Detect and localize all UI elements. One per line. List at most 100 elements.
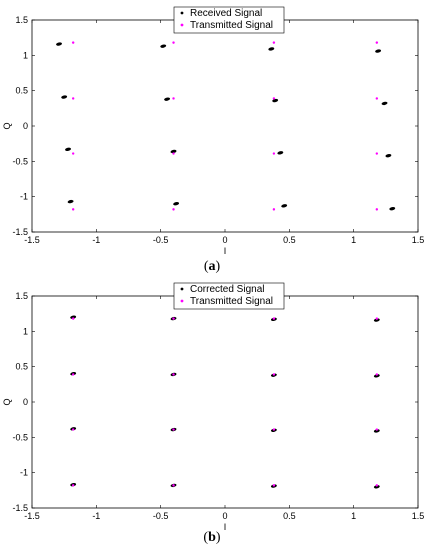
y-axis-label: Q [2,122,12,129]
data-point [381,101,388,106]
data-point [67,199,74,204]
data-point [277,151,284,155]
data-point [71,484,75,487]
data-point [172,317,175,320]
x-tick-label: 1 [351,235,356,245]
data-point [173,202,180,206]
y-tick-label: -1.5 [12,227,28,237]
plot-area [31,295,419,509]
panel-label: (a) [204,259,221,274]
data-point [375,97,379,100]
y-tick-label: 1 [23,326,28,336]
legend-marker [180,11,184,15]
plot-area [31,19,419,233]
y-axis-label: Q [2,398,12,405]
y-tick-label: -1 [20,192,28,202]
data-point [272,41,276,44]
data-point [170,149,177,154]
data-point [172,373,175,376]
legend-marker [180,299,184,303]
chart-panel-2: -1.5 -1 -0.5 0 0.5 1 1.5 -1.5 -1 -0.5 0 0.5 1 1.5 I Q Co… [2,282,425,545]
data-point [373,374,380,378]
data-point [268,47,275,51]
data-point [71,428,75,431]
data-point [272,97,276,100]
data-point [172,97,175,100]
x-tick-label: -1.5 [24,511,40,521]
x-tick-label: 1.5 [412,511,425,521]
data-point [375,317,379,320]
data-point [385,153,392,158]
y-tick-label: 1.5 [15,15,28,25]
x-tick-label: 0 [222,235,227,245]
data-point [172,41,175,44]
data-point [71,41,75,44]
data-point [71,317,75,320]
data-point [272,428,276,431]
y-tick-label: 0.5 [15,362,28,372]
y-tick-label: 1.5 [15,291,28,301]
chart-panel-1: -1.5 -1 -0.5 0 0.5 1 1.5 -1.5 -1 -0.5 0 0.5 1 1.5 I Q Re… [2,6,425,274]
data-point [61,95,68,99]
y-tick-label: 1 [23,50,28,60]
data-point [172,208,175,211]
legend-label: Transmitted Signal [190,296,273,307]
data-point [71,97,75,100]
data-point [373,485,380,489]
series-received-signal [56,42,396,211]
y-tick-label: -1.5 [12,503,28,513]
data-point [56,42,62,46]
data-point [375,208,379,211]
legend-box [173,282,285,310]
y-tick-label: 0 [23,397,28,407]
x-tick-label: -0.5 [153,511,169,521]
data-point [272,373,276,376]
data-point [272,484,276,487]
legend-label: Received Signal [190,8,262,19]
data-point [272,317,276,320]
data-point [375,152,379,155]
data-point [172,428,175,431]
legend-box [173,6,285,34]
x-tick-label: 0.5 [283,511,296,521]
legend-label: Corrected Signal [190,284,264,295]
y-tick-label: -1 [20,468,28,478]
x-axis-label: I [224,246,227,256]
data-point [65,147,71,152]
y-tick-label: 0.5 [15,86,28,96]
data-point [281,204,288,208]
data-point [375,41,379,44]
data-point [71,373,75,376]
y-tick-label: 0 [23,121,28,131]
legend-marker [180,287,184,291]
y-tick-label: -0.5 [12,156,28,166]
data-point [71,208,75,211]
data-point [172,152,175,155]
data-point [389,206,396,211]
legend-marker [180,23,184,27]
x-tick-label: -1.5 [24,235,40,245]
x-axis-label: I [224,522,227,532]
data-point [375,49,382,53]
legend-label: Transmitted Signal [190,20,273,31]
data-point [272,98,279,103]
data-point [375,428,379,431]
data-point [160,44,167,48]
series-transmitted-signal [71,317,379,487]
data-point [71,152,75,155]
x-tick-label: -1 [92,511,100,521]
x-tick-label: 1 [351,511,356,521]
data-point [272,152,276,155]
data-point [373,318,380,322]
x-tick-label: 1.5 [412,235,425,245]
data-point [373,429,380,433]
data-point [70,315,77,319]
data-point [272,208,276,211]
x-tick-label: -1 [92,235,100,245]
data-point [375,373,379,376]
x-tick-label: 0.5 [283,235,296,245]
data-point [172,484,175,487]
